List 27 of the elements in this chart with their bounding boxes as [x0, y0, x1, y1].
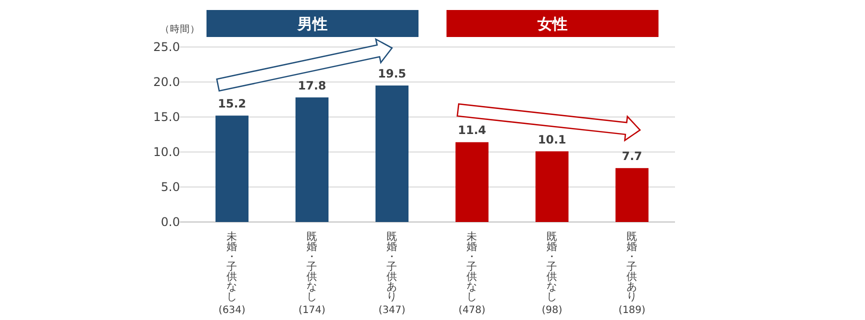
- x-tick-label: 未婚・子供なし (478): [458, 230, 486, 316]
- text: 男性: [296, 15, 328, 33]
- y-tick-label: 5.0: [160, 180, 180, 194]
- bar: [536, 151, 568, 222]
- y-axis-title: （時間）: [160, 23, 200, 35]
- data-label: 19.5: [378, 66, 406, 80]
- data-label: 17.8: [298, 78, 326, 92]
- x-tick-label: 既婚・子供あり (189): [618, 231, 646, 316]
- bar: [216, 116, 248, 222]
- y-tick-label: 20.0: [153, 75, 180, 89]
- bar: [456, 142, 488, 222]
- x-tick-label: 未婚・子供なし (634): [218, 230, 246, 316]
- bar: [616, 168, 648, 222]
- x-tick-label: 既婚・子供なし (98): [542, 231, 562, 316]
- y-tick-label: 15.0: [153, 110, 180, 124]
- data-label: 7.7: [622, 149, 642, 164]
- bar: [296, 97, 328, 222]
- x-tick-label: 既婚・子供あり (347): [378, 231, 406, 316]
- data-label: 11.4: [458, 123, 486, 138]
- text: 女性: [536, 15, 568, 33]
- x-tick-label: 既婚・子供なし (174): [298, 231, 326, 316]
- y-tick-label: 10.0: [153, 145, 180, 159]
- data-label: 15.2: [218, 96, 246, 111]
- y-tick-label: 0.0: [160, 215, 180, 229]
- data-label: 10.1: [538, 132, 566, 146]
- y-tick-label: 25.0: [153, 40, 180, 54]
- bar: [376, 86, 408, 222]
